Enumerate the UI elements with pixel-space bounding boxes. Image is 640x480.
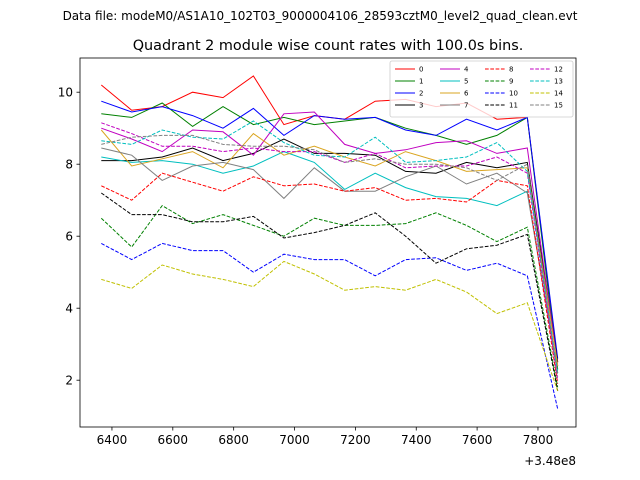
y-tick-label-4: 4 [65, 302, 73, 316]
legend-label-3: 3 [419, 102, 423, 110]
legend-label-13: 13 [554, 78, 563, 86]
series-line-5 [101, 151, 559, 374]
x-tick-label-7000: 7000 [279, 433, 310, 447]
y-axis: 2 4 6 8 10 [58, 86, 80, 388]
series-line-4 [101, 111, 559, 366]
series-line-1 [101, 102, 559, 370]
legend-label-11: 11 [509, 102, 518, 110]
legend-label-2: 2 [419, 90, 423, 98]
legend-label-4: 4 [464, 66, 469, 74]
legend-label-6: 6 [464, 90, 469, 98]
legend-label-8: 8 [509, 66, 513, 74]
x-tick-label-6600: 6600 [158, 433, 189, 447]
series-line-13 [101, 120, 559, 374]
x-tick-label-7200: 7200 [340, 433, 371, 447]
legend-label-7: 7 [464, 102, 468, 110]
series-line-15 [101, 134, 559, 377]
y-tick-label-8: 8 [65, 158, 73, 172]
legend-label-5: 5 [464, 78, 468, 86]
legend-label-14: 14 [554, 90, 563, 98]
plot-frame [79, 57, 577, 428]
series-line-2 [101, 100, 559, 359]
x-tick-label-6400: 6400 [97, 433, 128, 447]
series-line-9 [100, 204, 559, 388]
series-line-10 [101, 242, 559, 410]
legend-label-1: 1 [419, 78, 423, 86]
legend-label-10: 10 [509, 90, 518, 98]
series-line-3 [101, 138, 559, 363]
y-tick-label-2: 2 [65, 374, 73, 388]
legend-label-0: 0 [419, 66, 423, 74]
series-layer [100, 75, 559, 410]
legend-box [389, 60, 574, 118]
x-tick-label-7400: 7400 [401, 433, 432, 447]
legend-label-12: 12 [554, 66, 563, 74]
series-line-11 [101, 192, 559, 392]
y-tick-label-6: 6 [65, 230, 73, 244]
plot-area [80, 58, 576, 427]
x-axis-offset-label: +3.48e8 [524, 454, 576, 468]
series-line-7 [101, 147, 559, 374]
y-tick-label-10: 10 [58, 86, 73, 100]
series-line-8 [101, 172, 559, 384]
series-line-6 [100, 129, 559, 366]
x-axis: 6400 6600 6800 7000 7200 7400 7600 7800 [97, 427, 554, 447]
series-line-14 [101, 260, 559, 392]
legend-label-15: 15 [554, 102, 563, 110]
x-tick-label-6800: 6800 [218, 433, 249, 447]
figure-suptitle: Data file: modeM0/AS1A10_102T03_90000041… [63, 9, 578, 23]
x-tick-label-7800: 7800 [523, 433, 554, 447]
chart-title: Quadrant 2 module wise count rates with … [133, 38, 524, 54]
legend-label-9: 9 [509, 78, 513, 86]
series-line-12 [101, 122, 559, 381]
x-tick-label-7600: 7600 [462, 433, 493, 447]
